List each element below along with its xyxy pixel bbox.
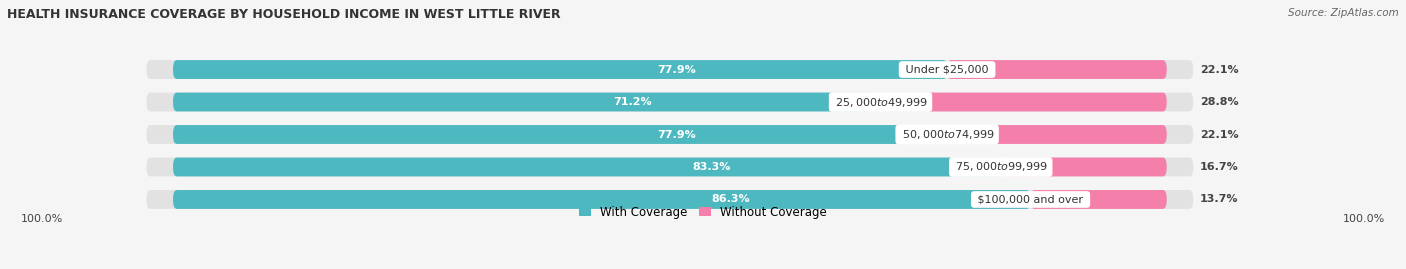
FancyBboxPatch shape	[146, 60, 1194, 79]
FancyBboxPatch shape	[173, 190, 1031, 209]
Text: 16.7%: 16.7%	[1199, 162, 1239, 172]
Text: 22.1%: 22.1%	[1199, 65, 1239, 75]
FancyBboxPatch shape	[146, 125, 1194, 144]
Text: $50,000 to $74,999: $50,000 to $74,999	[898, 128, 995, 141]
FancyBboxPatch shape	[1031, 190, 1167, 209]
FancyBboxPatch shape	[146, 158, 1194, 176]
FancyBboxPatch shape	[146, 93, 1194, 111]
Text: 77.9%: 77.9%	[657, 65, 696, 75]
Text: 13.7%: 13.7%	[1199, 194, 1239, 204]
Text: 100.0%: 100.0%	[1343, 214, 1385, 224]
Text: Under $25,000: Under $25,000	[903, 65, 993, 75]
Text: 100.0%: 100.0%	[21, 214, 63, 224]
FancyBboxPatch shape	[1001, 158, 1167, 176]
Text: Source: ZipAtlas.com: Source: ZipAtlas.com	[1288, 8, 1399, 18]
FancyBboxPatch shape	[948, 60, 1167, 79]
Text: 86.3%: 86.3%	[711, 194, 749, 204]
Text: $100,000 and over: $100,000 and over	[974, 194, 1087, 204]
FancyBboxPatch shape	[880, 93, 1167, 111]
FancyBboxPatch shape	[173, 60, 948, 79]
Text: 77.9%: 77.9%	[657, 129, 696, 140]
FancyBboxPatch shape	[173, 93, 880, 111]
Text: 28.8%: 28.8%	[1199, 97, 1239, 107]
FancyBboxPatch shape	[173, 125, 948, 144]
Text: $25,000 to $49,999: $25,000 to $49,999	[832, 95, 929, 108]
FancyBboxPatch shape	[948, 125, 1167, 144]
Text: HEALTH INSURANCE COVERAGE BY HOUSEHOLD INCOME IN WEST LITTLE RIVER: HEALTH INSURANCE COVERAGE BY HOUSEHOLD I…	[7, 8, 561, 21]
Text: $75,000 to $99,999: $75,000 to $99,999	[952, 161, 1049, 174]
Text: 71.2%: 71.2%	[613, 97, 652, 107]
Text: 22.1%: 22.1%	[1199, 129, 1239, 140]
Text: 83.3%: 83.3%	[692, 162, 730, 172]
Legend: With Coverage, Without Coverage: With Coverage, Without Coverage	[574, 201, 832, 223]
FancyBboxPatch shape	[146, 190, 1194, 209]
FancyBboxPatch shape	[173, 158, 1001, 176]
